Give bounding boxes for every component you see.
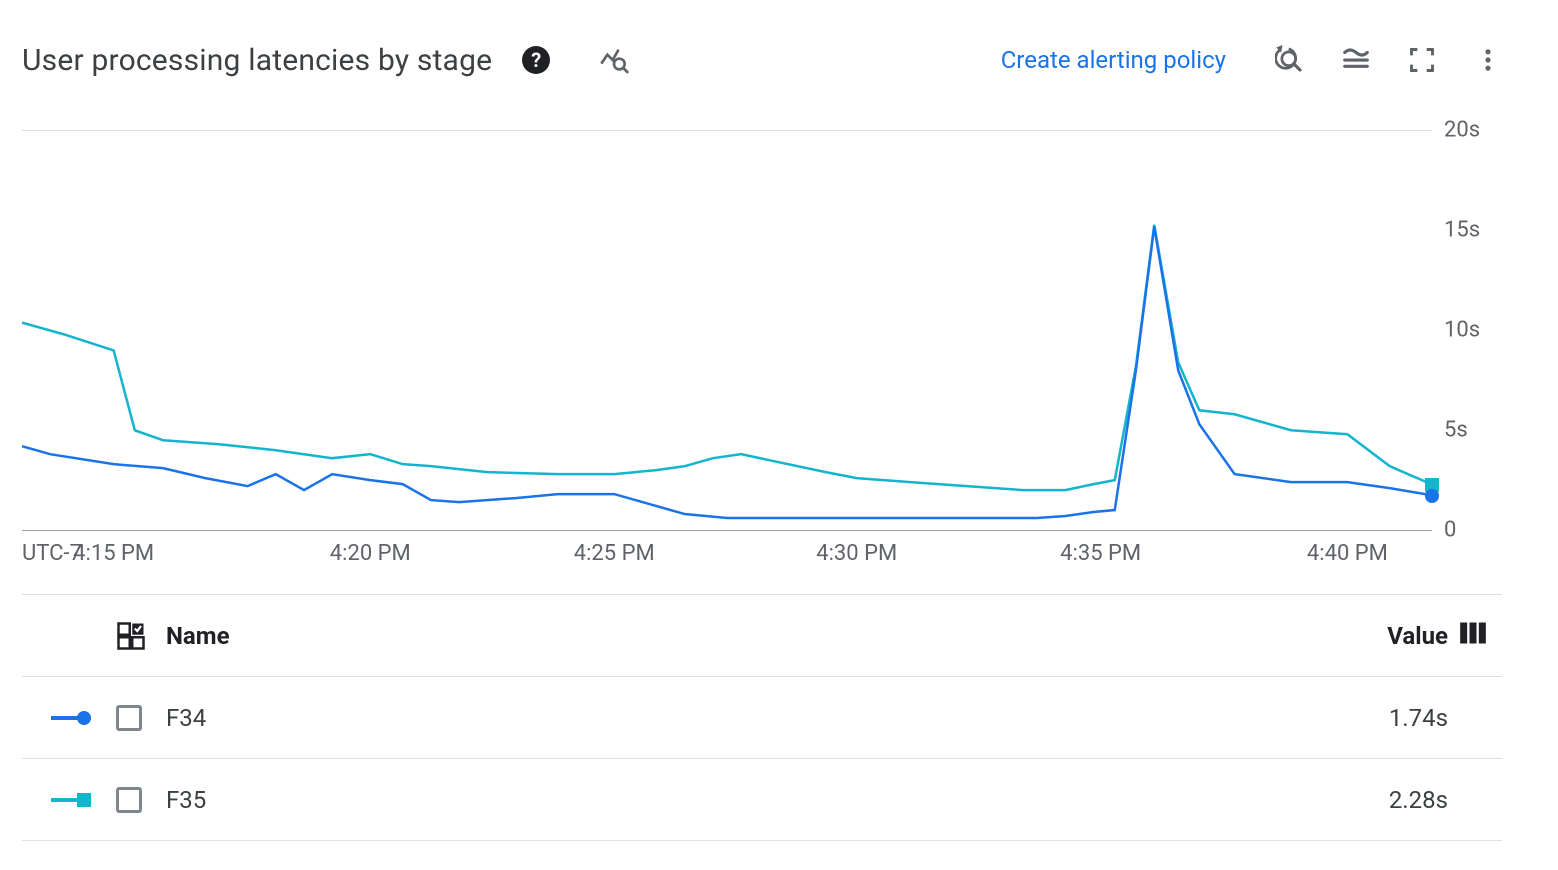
- series-value-f35: 2.28s: [1308, 786, 1448, 814]
- help-button[interactable]: ?: [512, 36, 560, 84]
- series-name-f35: F35: [166, 786, 1308, 814]
- series-marker-f34: [51, 711, 91, 725]
- legend-icon: [1341, 45, 1371, 75]
- legend-toggle-button[interactable]: [1332, 36, 1380, 84]
- series-checkbox-f35[interactable]: [116, 787, 142, 813]
- y-tick-label: 15s: [1444, 218, 1480, 243]
- more-options-button[interactable]: [1464, 36, 1512, 84]
- x-tick-label: 4:30 PM: [816, 541, 897, 566]
- chart-area[interactable]: UTC-7 4:15 PM4:20 PM4:25 PM4:30 PM4:35 P…: [22, 130, 1502, 590]
- series-value-f34: 1.74s: [1308, 704, 1448, 732]
- x-tick-label: 4:35 PM: [1060, 541, 1141, 566]
- y-tick-label: 5s: [1444, 418, 1468, 443]
- columns-icon: [1459, 621, 1487, 645]
- reset-zoom-button[interactable]: [1266, 36, 1314, 84]
- y-axis: 05s10s15s20s: [1432, 130, 1502, 590]
- panel-title: User processing latencies by stage: [22, 43, 492, 78]
- value-column-header[interactable]: Value: [1308, 622, 1448, 650]
- reset-zoom-icon: [1275, 45, 1305, 75]
- x-tick-label: 4:15 PM: [73, 541, 154, 566]
- legend-row[interactable]: F341.74s: [22, 677, 1502, 759]
- columns-button[interactable]: [1459, 621, 1487, 651]
- y-tick-label: 20s: [1444, 118, 1480, 143]
- series-marker-f35: [51, 793, 91, 807]
- grid-check-icon: [116, 621, 146, 651]
- plot-area: UTC-7 4:15 PM4:20 PM4:25 PM4:30 PM4:35 P…: [22, 130, 1432, 590]
- chart-plot: [22, 131, 1432, 531]
- panel-header: User processing latencies by stage ? Cre…: [22, 20, 1502, 100]
- legend-header: Name Value: [22, 595, 1502, 677]
- series-line-f35: [22, 225, 1432, 490]
- fullscreen-button[interactable]: [1398, 36, 1446, 84]
- x-axis: UTC-7 4:15 PM4:20 PM4:25 PM4:30 PM4:35 P…: [22, 541, 1432, 571]
- chart-search-icon: [598, 44, 630, 76]
- legend-table: Name Value F341.74sF352.28s: [22, 594, 1502, 841]
- legend-row[interactable]: F352.28s: [22, 759, 1502, 841]
- toolbar: [1266, 36, 1512, 84]
- metrics-explorer-button[interactable]: [590, 36, 638, 84]
- y-tick-label: 0: [1444, 518, 1456, 543]
- metrics-panel: User processing latencies by stage ? Cre…: [0, 0, 1558, 841]
- create-alert-link[interactable]: Create alerting policy: [1001, 46, 1226, 74]
- fullscreen-icon: [1408, 46, 1436, 74]
- select-all-button[interactable]: [116, 621, 146, 651]
- x-tick-label: 4:20 PM: [330, 541, 411, 566]
- more-vert-icon: [1474, 46, 1502, 74]
- series-line-f34: [22, 227, 1432, 518]
- name-column-header[interactable]: Name: [166, 622, 1308, 650]
- chart-svg: [22, 131, 1432, 530]
- series-checkbox-f34[interactable]: [116, 705, 142, 731]
- x-tick-label: 4:40 PM: [1307, 541, 1388, 566]
- series-name-f34: F34: [166, 704, 1308, 732]
- x-tick-label: 4:25 PM: [574, 541, 655, 566]
- y-tick-label: 10s: [1444, 318, 1480, 343]
- help-icon: ?: [522, 46, 550, 74]
